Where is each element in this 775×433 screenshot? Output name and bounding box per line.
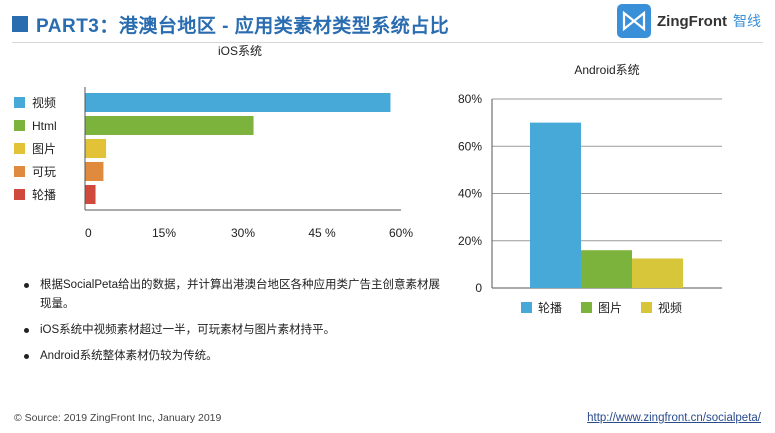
ios-ticks: 0 15% 30% 45 % 60%	[85, 226, 413, 240]
android-legend: 轮播 图片 视频	[521, 300, 682, 315]
ios-legend-label: 视频	[32, 95, 56, 110]
ios-tick-label: 45 %	[308, 226, 336, 240]
ios-tick-label: 0	[85, 226, 92, 240]
footer-url[interactable]: http://www.zingfront.cn/socialpeta/	[587, 412, 761, 424]
android-bar	[530, 122, 581, 288]
zingfront-logo-icon	[617, 4, 652, 38]
ios-legend-swatch	[14, 97, 25, 108]
android-legend-label: 图片	[598, 301, 622, 315]
ios-legend-swatch	[14, 143, 25, 154]
ios-legend-label: 可玩	[32, 165, 56, 179]
bullet-item: 根据SocialPeta给出的数据，并计算出港澳台地区各种应用类广告主创意素材展…	[22, 276, 447, 314]
android-tick-label: 0	[475, 281, 482, 295]
android-legend-label: 轮播	[538, 301, 562, 315]
android-ticks: 0 20% 40% 60% 80%	[458, 92, 482, 295]
logo: ZingFront 智线	[617, 4, 761, 38]
ios-legend-swatch	[14, 189, 25, 200]
header-divider	[12, 42, 763, 43]
logo-name: ZingFront	[657, 12, 727, 30]
ios-tick-label: 60%	[389, 226, 413, 240]
ios-bar	[85, 93, 391, 112]
android-chart: Android系统 0 20% 40% 60% 80% 轮播 图片 视频	[458, 63, 722, 315]
bullet-list: 根据SocialPeta给出的数据，并计算出港澳台地区各种应用类广告主创意素材展…	[22, 276, 447, 373]
ios-bar	[85, 116, 254, 135]
android-tick-label: 40%	[458, 187, 482, 201]
ios-tick-label: 30%	[231, 226, 255, 240]
android-tick-label: 60%	[458, 139, 482, 153]
page-title: PART3：港澳台地区 - 应用类素材类型系统占比	[36, 15, 450, 37]
ios-legend-label: Html	[32, 119, 57, 133]
android-bar	[632, 258, 683, 288]
android-tick-label: 20%	[458, 234, 482, 248]
ios-legend-label: 轮播	[32, 188, 56, 202]
android-chart-title: Android系统	[574, 63, 639, 77]
ios-chart-title: iOS系统	[218, 45, 262, 58]
android-tick-label: 80%	[458, 92, 482, 106]
android-legend-swatch	[521, 302, 532, 313]
ios-bar	[85, 139, 107, 158]
logo-cn: 智线	[733, 13, 761, 29]
android-legend-swatch	[641, 302, 652, 313]
ios-bar	[85, 162, 104, 181]
bullet-item: Android系统整体素材仍较为传统。	[22, 347, 447, 366]
bullet-item: iOS系统中视频素材超过一半，可玩素材与图片素材持平。	[22, 321, 447, 340]
ios-legend-label: 图片	[32, 142, 56, 156]
ios-legend-swatch	[14, 120, 25, 131]
ios-bars	[85, 93, 391, 204]
android-legend-swatch	[581, 302, 592, 313]
android-bars	[530, 122, 683, 288]
android-bar	[581, 250, 632, 288]
title-square-icon	[12, 16, 28, 32]
ios-tick-label: 15%	[152, 226, 176, 240]
title-bar: PART3：港澳台地区 - 应用类素材类型系统占比	[12, 10, 449, 38]
ios-legend-swatch	[14, 166, 25, 177]
footer-source: © Source: 2019 ZingFront Inc, January 20…	[14, 412, 222, 424]
ios-bar	[85, 185, 96, 204]
android-legend-label: 视频	[658, 300, 682, 315]
